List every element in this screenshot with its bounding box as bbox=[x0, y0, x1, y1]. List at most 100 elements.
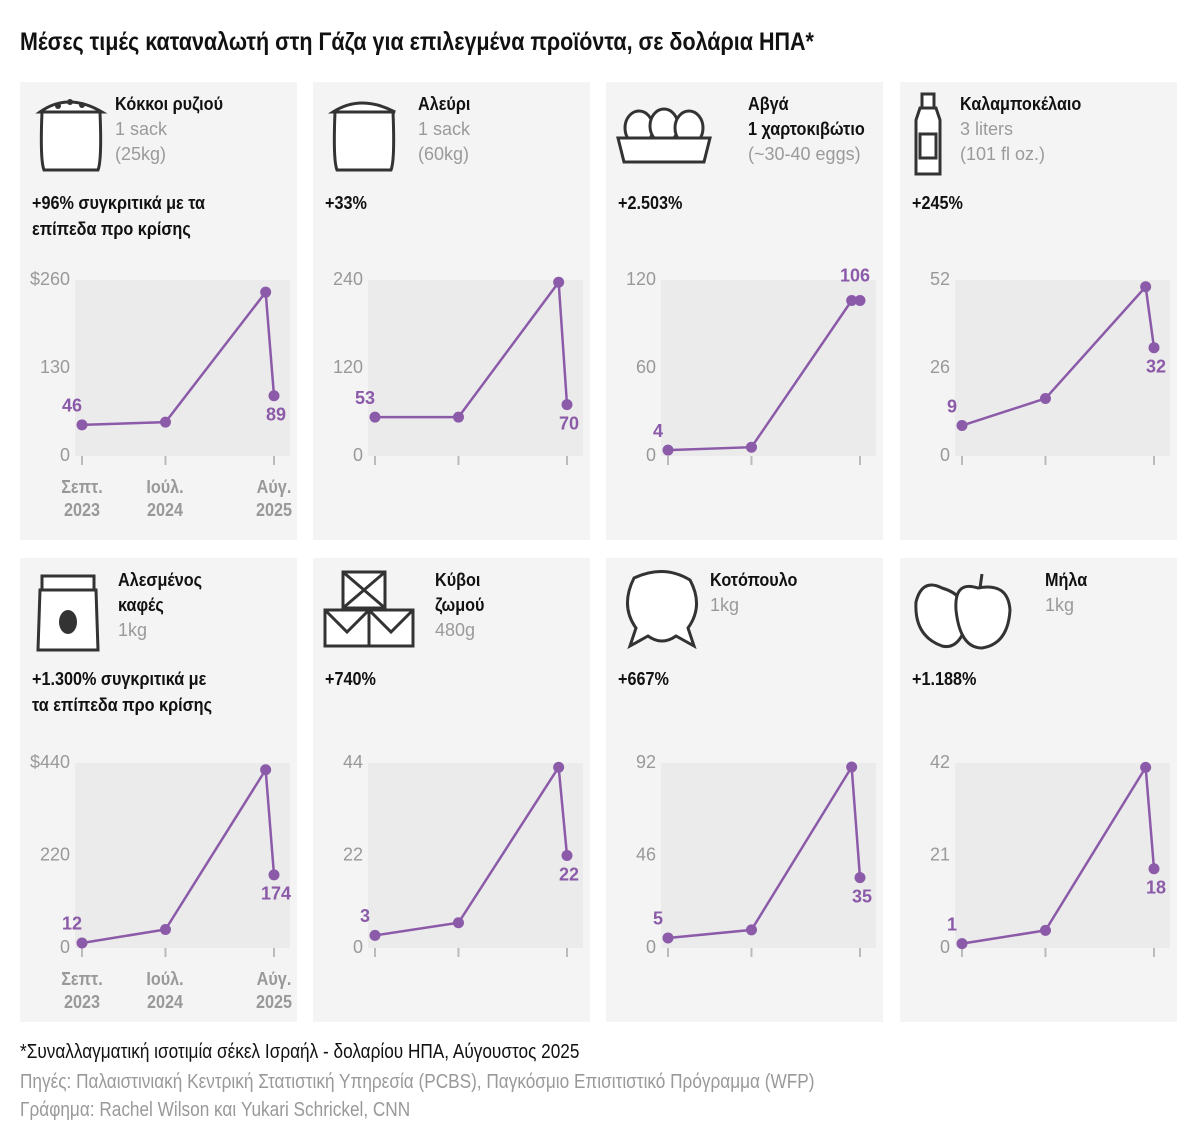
price-point bbox=[76, 419, 88, 431]
change-annotation: +667% bbox=[618, 669, 669, 689]
y-tick-label: 0 bbox=[940, 445, 950, 465]
price-point bbox=[846, 295, 858, 307]
y-tick-label: 0 bbox=[353, 937, 363, 957]
price-point bbox=[561, 850, 573, 861]
chart-panel: Αλεσμένος καφές 1kg +1.300% συγκριτικά με … bbox=[20, 558, 297, 1022]
chart-panel: Μήλα 1kg +1.188% 0 21 42 1 18 bbox=[900, 558, 1177, 1022]
price-point bbox=[662, 444, 674, 456]
chart-panel: Κοτόπουλο 1kg +667% 0 46 92 5 35 bbox=[606, 558, 883, 1022]
panel-head: Αλεύρι 1 sack (60kg) bbox=[418, 92, 583, 167]
product-note: 1 sack bbox=[418, 119, 471, 139]
product-icon bbox=[626, 570, 698, 650]
chart-panel: Αβγά 1 χαρτοκιβώτιο (~30-40 eggs) +2.503% 0 6… bbox=[606, 82, 883, 540]
product-note: (101 fl oz.) bbox=[960, 144, 1046, 164]
price-line bbox=[961, 763, 1156, 945]
data-label: 46 bbox=[62, 396, 82, 416]
data-label: 70 bbox=[559, 413, 579, 433]
product-icon bbox=[36, 574, 100, 652]
change-annotation: +2.503% bbox=[618, 193, 683, 213]
price-point bbox=[1039, 392, 1051, 404]
price-point bbox=[956, 938, 968, 950]
price-point bbox=[553, 761, 565, 773]
price-point bbox=[452, 917, 464, 929]
data-label: 18 bbox=[1146, 877, 1166, 897]
panel-head: Κύβοι ζωμού 480g bbox=[435, 568, 515, 643]
product-title: Μήλα bbox=[1045, 570, 1088, 590]
data-label: 32 bbox=[1146, 356, 1166, 376]
product-icon bbox=[914, 573, 1012, 650]
y-tick-label: 42 bbox=[930, 752, 950, 772]
y-tick-label: 44 bbox=[343, 752, 363, 772]
x-tick-label: Αύγ. 2025 bbox=[255, 477, 293, 520]
plot-background bbox=[955, 763, 1170, 948]
product-note: (60kg) bbox=[418, 144, 470, 164]
y-tick-label: 52 bbox=[930, 269, 950, 289]
y-tick-label: 130 bbox=[40, 357, 70, 377]
data-label: 5 bbox=[653, 909, 663, 929]
price-line bbox=[667, 763, 862, 940]
price-point bbox=[1140, 281, 1152, 293]
x-tick-label: Ιούλ. 2024 bbox=[146, 477, 185, 520]
line-chart: 0 130 $260 46 89 bbox=[30, 269, 290, 465]
price-point bbox=[76, 937, 88, 949]
product-note: 3 liters bbox=[960, 119, 1014, 139]
product-note: 480g bbox=[435, 620, 476, 640]
product-note: (25kg) bbox=[115, 144, 167, 164]
line-chart: 0 46 92 5 35 bbox=[636, 752, 876, 957]
y-tick-label: 21 bbox=[930, 844, 950, 864]
data-label: 1 bbox=[947, 914, 957, 934]
product-subtitle: 1 χαρτοκιβώτιο bbox=[748, 119, 865, 139]
data-label: 12 bbox=[62, 914, 82, 934]
product-icon bbox=[327, 101, 396, 172]
price-point bbox=[553, 276, 565, 288]
data-label: 89 bbox=[266, 405, 286, 425]
plot-background bbox=[368, 763, 583, 948]
change-annotation: +1.188% bbox=[912, 669, 977, 689]
y-tick-label: 0 bbox=[646, 937, 656, 957]
x-tick-label: Αύγ. 2025 bbox=[255, 969, 293, 1012]
product-title: Αλεσμένος καφές bbox=[118, 570, 203, 615]
y-tick-label: 0 bbox=[60, 937, 70, 957]
change-annotation: +33% bbox=[325, 193, 367, 213]
data-label: 35 bbox=[852, 886, 872, 906]
price-line bbox=[961, 283, 1156, 427]
panel-head: Κόκκοι ρυζιού 1 sack (25kg) bbox=[115, 92, 290, 167]
y-tick-label: 220 bbox=[40, 844, 70, 864]
chart-panel: Κόκκοι ρυζιού 1 sack (25kg) +96% συγκριτικά… bbox=[20, 82, 297, 540]
price-point bbox=[1039, 924, 1051, 936]
panel-head: Καλαμποκέλαιο 3 liters (101 fl oz.) bbox=[960, 92, 1170, 167]
product-note: (~30-40 eggs) bbox=[748, 144, 861, 164]
price-point bbox=[1148, 342, 1160, 354]
plot-background bbox=[661, 280, 876, 456]
line-chart: 0 21 42 1 18 bbox=[930, 752, 1170, 957]
plot-background bbox=[368, 280, 583, 456]
product-icon bbox=[616, 107, 712, 164]
y-tick-label: 0 bbox=[60, 445, 70, 465]
x-tick-label: Σεπτ. 2023 bbox=[61, 477, 103, 520]
sources: Πηγές: Παλαιστινιακή Κεντρική Στατιστική… bbox=[20, 1071, 815, 1093]
price-point bbox=[268, 390, 280, 402]
y-tick-label: 240 bbox=[333, 269, 363, 289]
product-title: Αλεύρι bbox=[418, 94, 471, 114]
product-title: Κόκκοι ρυζιού bbox=[115, 94, 223, 114]
product-icon bbox=[35, 99, 108, 172]
product-note: 1kg bbox=[1045, 595, 1075, 615]
panel-head: Κοτόπουλο 1kg bbox=[710, 568, 870, 618]
plot-background bbox=[955, 280, 1170, 456]
change-annotation: +1.300% συγκριτικά με τα επίπεδα προ κρί… bbox=[32, 669, 212, 715]
x-tick-label: Ιούλ. 2024 bbox=[146, 969, 185, 1012]
price-point bbox=[854, 295, 866, 307]
price-point bbox=[260, 764, 272, 776]
price-line bbox=[81, 288, 276, 427]
price-point bbox=[452, 411, 464, 423]
y-tick-label: 60 bbox=[636, 357, 656, 377]
product-title: Κύβοι ζωμού bbox=[435, 570, 485, 615]
footnote: *Συναλλαγματική ισοτιμία σέκελ Ισραήλ - … bbox=[20, 1041, 580, 1063]
price-point bbox=[854, 872, 866, 884]
product-title: Καλαμποκέλαιο bbox=[960, 94, 1082, 114]
price-line bbox=[374, 763, 569, 937]
price-point bbox=[369, 411, 381, 423]
line-chart: 0 26 52 9 32 bbox=[930, 269, 1170, 465]
data-label: 53 bbox=[355, 388, 375, 408]
